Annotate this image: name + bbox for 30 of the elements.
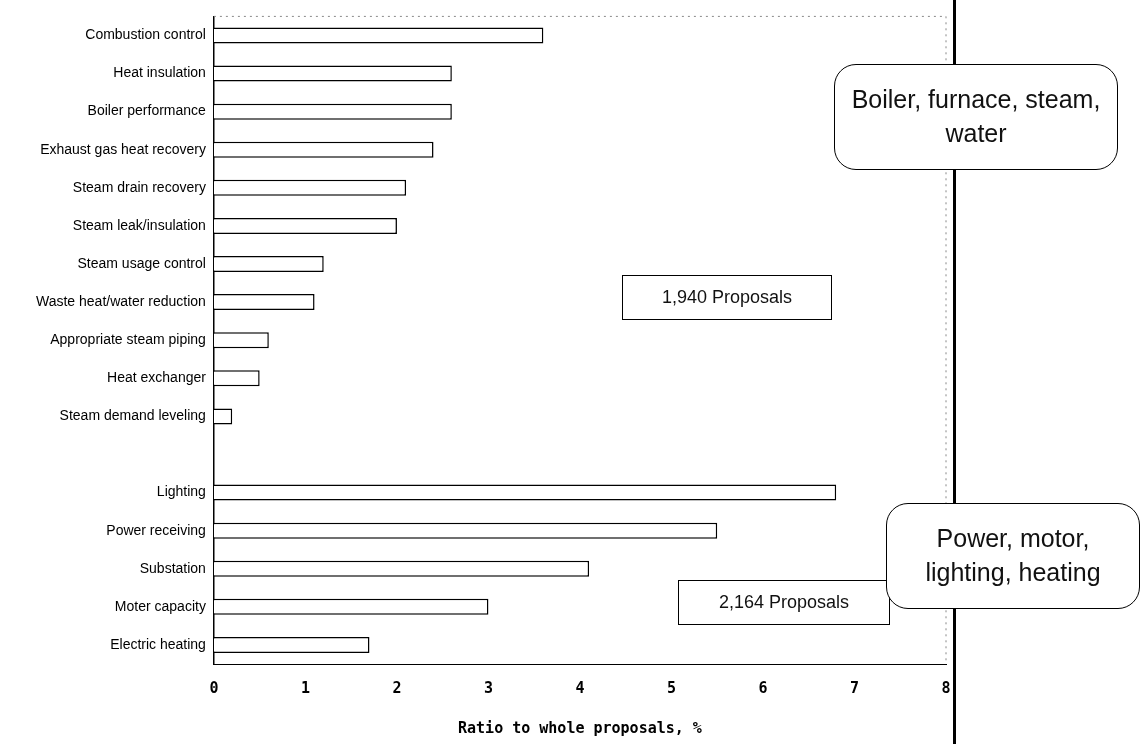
y-tick-label: Moter capacity — [114, 597, 206, 614]
y-tick-label: Steam leak/insulation — [72, 216, 206, 233]
y-tick-label: Steam usage control — [77, 254, 206, 271]
x-tick-label: 4 — [575, 678, 585, 697]
y-tick-label: Heat insulation — [113, 64, 206, 81]
callout-box: 1,940 Proposals — [622, 275, 832, 321]
y-tick-label: Heat exchanger — [107, 369, 207, 386]
y-tick-label: Substation — [139, 559, 206, 576]
y-tick-label: Appropriate steam piping — [50, 331, 206, 348]
x-tick-label: 8 — [941, 678, 951, 697]
y-tick-label: Lighting — [156, 483, 206, 500]
y-tick-label: Steam demand leveling — [59, 407, 206, 424]
x-tick-label: 2 — [392, 678, 402, 697]
y-tick-label: Electric heating — [110, 635, 206, 652]
y-tick-label: Exhaust gas heat recovery — [40, 140, 206, 157]
callout-box: Boiler, furnace, steam, water — [834, 64, 1118, 170]
x-tick-label: 7 — [849, 678, 859, 697]
x-tick-label: 6 — [758, 678, 768, 697]
x-tick-label: 0 — [209, 678, 219, 697]
callout-box: Power, motor, lighting, heating — [886, 503, 1140, 609]
y-tick-label: Waste heat/water reduction — [35, 292, 206, 309]
x-tick-label: 3 — [483, 678, 493, 697]
callout-box: 2,164 Proposals — [678, 580, 890, 626]
y-tick-label: Steam drain recovery — [72, 178, 206, 195]
x-axis-title: Ratio to whole proposals, % — [458, 718, 702, 737]
x-tick-label: 5 — [666, 678, 676, 697]
y-tick-label: Boiler performance — [87, 102, 207, 119]
y-tick-label: Power receiving — [106, 521, 206, 538]
x-tick-label: 1 — [300, 678, 310, 697]
y-tick-label: Combustion control — [85, 26, 206, 43]
